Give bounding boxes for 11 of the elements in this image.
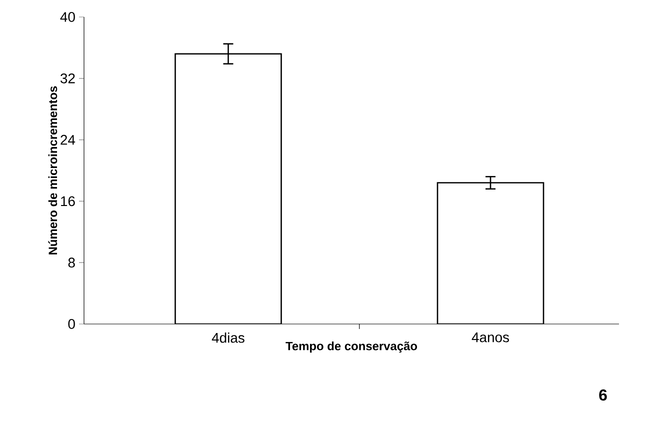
y-tick-label: 24 <box>60 134 76 145</box>
x-axis-title: Tempo de conservação <box>286 342 418 353</box>
x-tick-label: 4anos <box>472 332 509 342</box>
text: 6 <box>599 389 607 401</box>
y-tick-label: 8 <box>68 258 75 268</box>
y-tick-label: 0 <box>68 319 75 329</box>
y-tick-label: 32 <box>60 73 75 84</box>
y-tick-label: 40 <box>60 12 75 22</box>
x-tick-label: 4dias <box>212 332 244 343</box>
y-axis-title: Número de microincrementos <box>48 86 58 254</box>
y-tick-label: 16 <box>61 196 75 206</box>
